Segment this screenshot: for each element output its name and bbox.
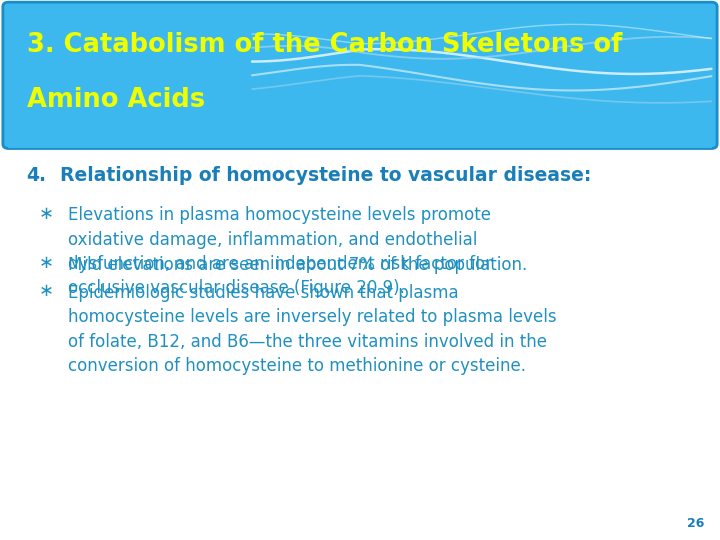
Text: Relationship of homocysteine to vascular disease:: Relationship of homocysteine to vascular… [60, 166, 592, 185]
Text: ∗: ∗ [39, 282, 54, 300]
Text: 3. Catabolism of the Carbon Skeletons of: 3. Catabolism of the Carbon Skeletons of [27, 32, 622, 58]
FancyBboxPatch shape [3, 2, 717, 148]
Text: ∗: ∗ [39, 205, 54, 222]
Text: 4.: 4. [27, 166, 47, 185]
Text: Amino Acids: Amino Acids [27, 87, 204, 113]
Text: Epidemiologic studies have shown that plasma
homocysteine levels are inversely r: Epidemiologic studies have shown that pl… [68, 284, 557, 375]
Text: 26: 26 [687, 517, 704, 530]
Text: ∗: ∗ [39, 254, 54, 272]
Text: Elevations in plasma homocysteine levels promote
oxidative damage, inflammation,: Elevations in plasma homocysteine levels… [68, 206, 492, 297]
Text: Mild elevations are seen in about 7% of the population.: Mild elevations are seen in about 7% of … [68, 256, 528, 274]
